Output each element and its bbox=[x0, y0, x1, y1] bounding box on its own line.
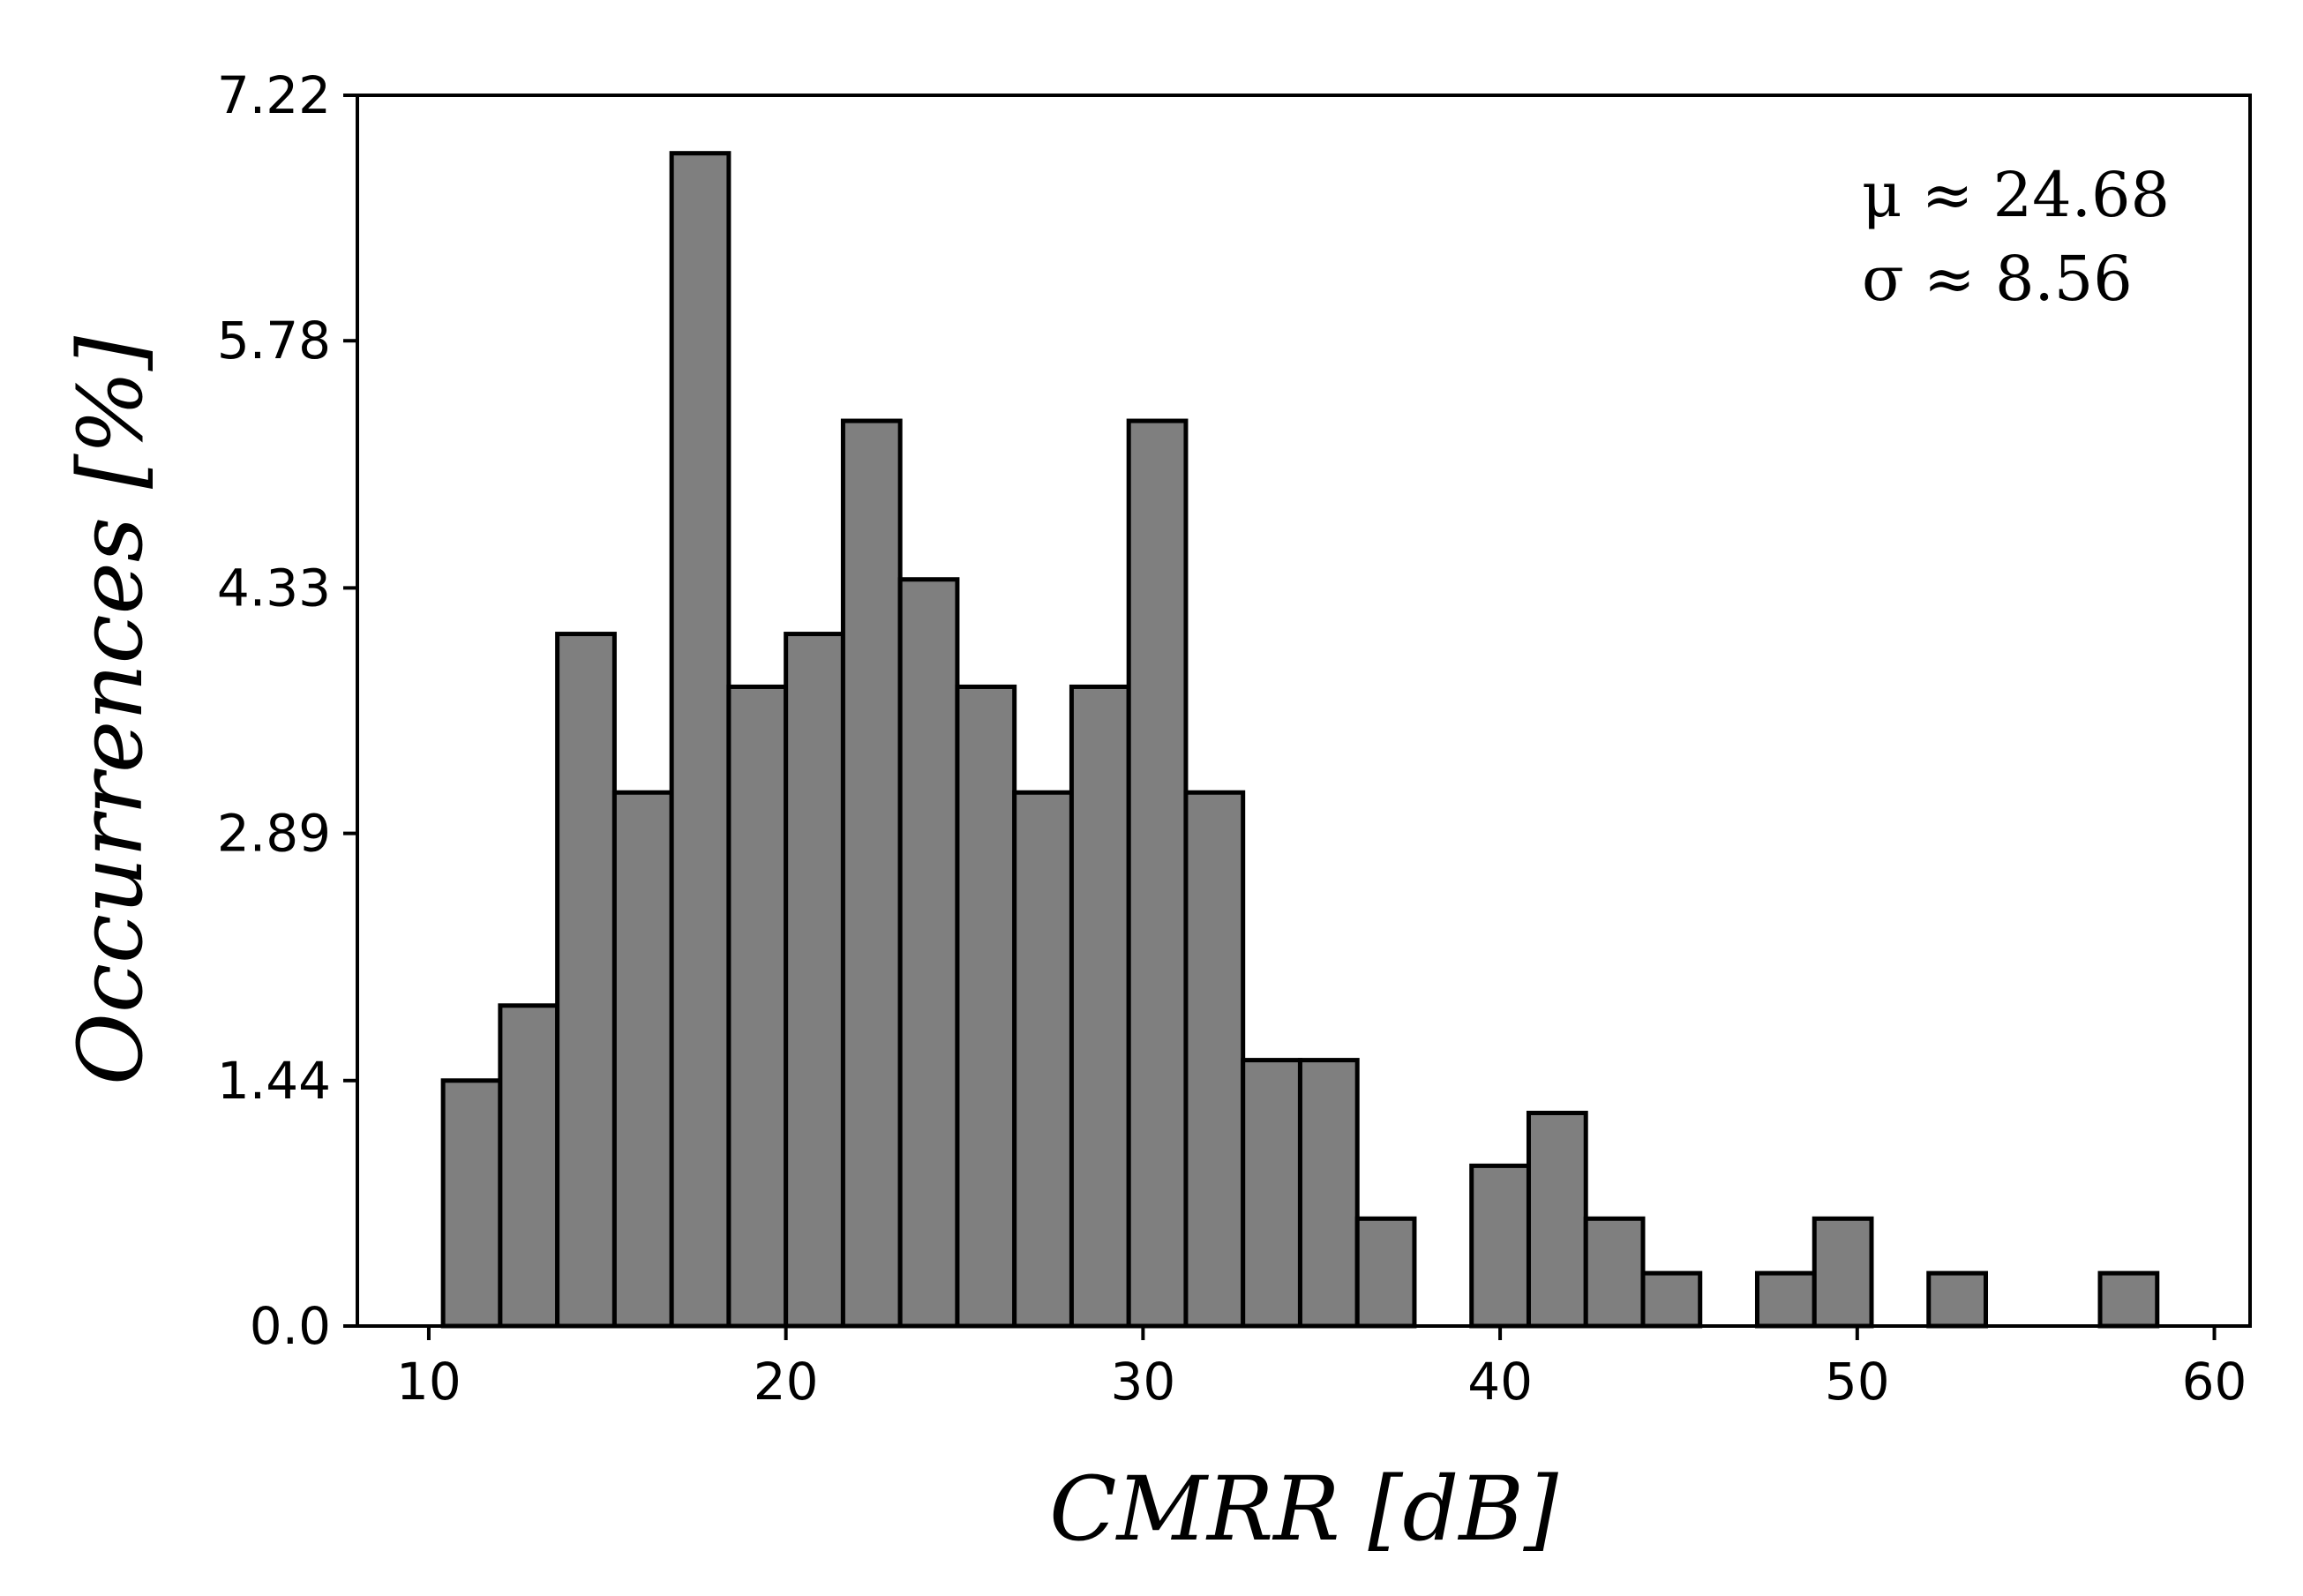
histogram-bar-24 bbox=[2097, 1270, 2160, 1329]
y-axis-title: Occurrences [%] bbox=[59, 335, 162, 1085]
x-tick-label-1: 20 bbox=[754, 1352, 819, 1412]
histogram-bar-11 bbox=[1069, 684, 1131, 1329]
histogram-bar-12 bbox=[1126, 418, 1189, 1329]
histogram-bar-16 bbox=[1354, 1216, 1417, 1329]
x-tick-label-5: 60 bbox=[2182, 1352, 2247, 1412]
mean-annotation: μ ≈ 24.68 bbox=[1862, 159, 2170, 231]
histogram-bar-6 bbox=[784, 632, 845, 1329]
x-axis-title: CMRR [dB] bbox=[1049, 1457, 1559, 1561]
histogram-bar-21 bbox=[1754, 1270, 1817, 1329]
histogram-bar-19 bbox=[1583, 1216, 1646, 1329]
histogram-bar-3 bbox=[611, 790, 674, 1329]
histogram-bar-17 bbox=[1469, 1163, 1531, 1329]
y-tick-label-0: 0.0 bbox=[250, 1296, 331, 1356]
bars-group bbox=[440, 151, 2160, 1329]
histogram-bar-20 bbox=[1640, 1270, 1703, 1329]
histogram-bar-1 bbox=[498, 1003, 560, 1329]
y-tick-label-2: 2.89 bbox=[217, 804, 331, 864]
x-tick-label-2: 30 bbox=[1110, 1352, 1175, 1412]
histogram-bar-5 bbox=[726, 684, 789, 1329]
y-tick-label-3: 4.33 bbox=[217, 558, 331, 618]
histogram-bar-0 bbox=[440, 1078, 503, 1329]
histogram-bar-15 bbox=[1297, 1058, 1360, 1329]
histogram-bar-13 bbox=[1183, 790, 1246, 1329]
x-tick-label-3: 40 bbox=[1467, 1352, 1533, 1412]
histogram-bar-7 bbox=[840, 418, 903, 1329]
histogram-bar-14 bbox=[1241, 1058, 1302, 1329]
x-tick-label-0: 10 bbox=[396, 1352, 461, 1412]
plot-frame bbox=[356, 94, 2252, 1328]
x-ticks-group: 10 20 30 40 50 60 bbox=[396, 1326, 2247, 1412]
y-tick-label-1: 1.44 bbox=[217, 1051, 331, 1111]
histogram-bar-2 bbox=[555, 632, 617, 1329]
histogram-bar-4 bbox=[669, 151, 731, 1329]
x-tick-label-4: 50 bbox=[1825, 1352, 1890, 1412]
histogram-bar-8 bbox=[897, 577, 960, 1329]
histogram-bar-18 bbox=[1526, 1110, 1588, 1329]
y-ticks-group: 0.0 1.44 2.89 4.33 5.78 7.22 bbox=[217, 65, 357, 1356]
std-annotation: σ ≈ 8.56 bbox=[1862, 243, 2133, 315]
y-tick-label-5: 7.22 bbox=[217, 65, 331, 125]
histogram-bar-23 bbox=[1926, 1270, 1989, 1329]
histogram-bar-22 bbox=[1812, 1216, 1874, 1329]
histogram-bar-9 bbox=[955, 684, 1017, 1329]
y-tick-label-4: 5.78 bbox=[217, 311, 331, 371]
histogram-bar-10 bbox=[1012, 790, 1074, 1329]
